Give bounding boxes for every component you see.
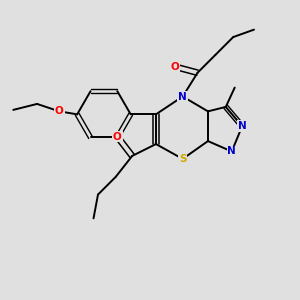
Text: S: S [179,154,186,164]
Text: O: O [171,62,180,72]
Text: N: N [178,92,187,101]
Text: O: O [55,106,64,116]
Text: N: N [238,121,247,131]
Text: O: O [113,132,122,142]
Text: N: N [227,146,236,157]
